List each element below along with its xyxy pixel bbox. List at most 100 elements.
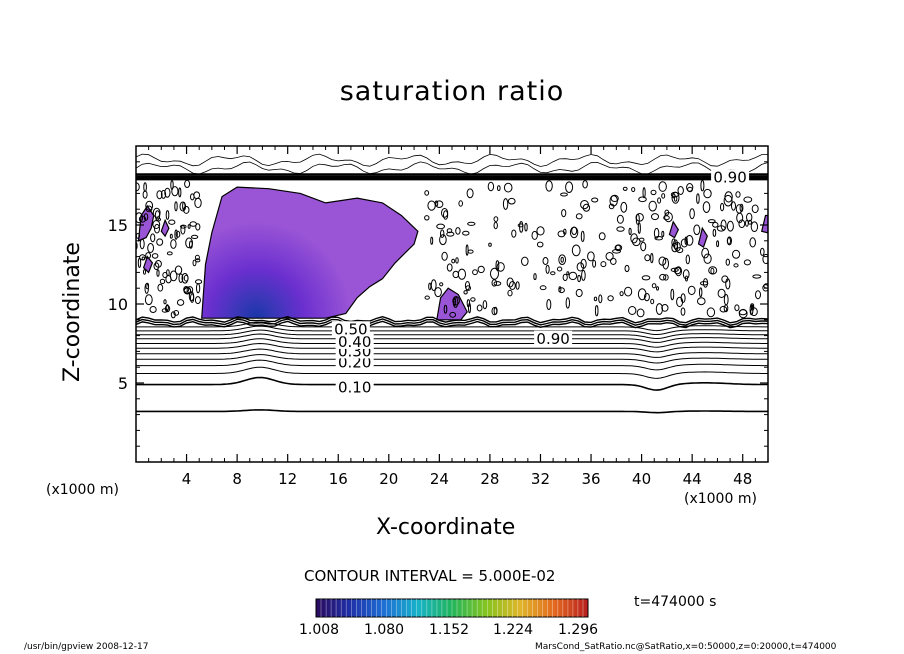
contour-line: [136, 338, 768, 348]
contour-blob: [662, 257, 670, 270]
contour-label: 0.50: [334, 320, 367, 338]
contour-blob: [446, 228, 453, 234]
contour-blob: [605, 251, 614, 261]
contour-line: [136, 161, 768, 175]
contour-blob: [762, 253, 768, 265]
colorbar-tick-label: 1.152: [429, 622, 470, 638]
contour-line: [136, 342, 768, 353]
contour-blob: [671, 242, 679, 253]
time-label: t=474000 s: [634, 594, 717, 610]
contour-blob: [136, 212, 143, 224]
contour-blob: [455, 257, 459, 264]
contour-blob: [160, 189, 167, 199]
contour-blob: [673, 239, 679, 250]
contour-blob: [561, 209, 567, 218]
contour-blob: [609, 195, 618, 207]
contour-blob: [143, 269, 146, 275]
contour-blob: [189, 221, 197, 227]
contour-blob: [497, 185, 501, 192]
contour-blob: [581, 269, 586, 281]
contour-blob: [580, 230, 585, 243]
contour-blob: [163, 299, 167, 305]
contour-blob: [184, 179, 191, 188]
contour-blob: [496, 262, 505, 272]
supersaturated-region: [697, 226, 708, 249]
contour-blob: [463, 290, 468, 295]
contour-blob: [673, 195, 678, 202]
contour-line: [136, 320, 768, 329]
contour-blob: [725, 258, 730, 266]
contour-blob: [682, 269, 690, 280]
contour-blob: [187, 224, 191, 229]
contour-blob: [464, 281, 471, 291]
contour-label-bg: [331, 321, 370, 337]
contour-blob: [712, 228, 717, 237]
contour-label: 0.40: [338, 333, 371, 351]
contour-blob: [616, 226, 625, 232]
contour-blob: [152, 220, 161, 229]
contour-blob: [560, 256, 564, 263]
contour-blob: [733, 263, 739, 268]
contour-blob: [600, 261, 607, 268]
contour-blob: [685, 254, 690, 265]
contour-blob: [145, 252, 152, 259]
contour-blob: [575, 213, 583, 220]
contour-lines: [136, 153, 768, 414]
contour-blob: [542, 257, 549, 265]
contour-blob: [190, 193, 195, 201]
contour-blob: [495, 260, 500, 271]
contour-blob: [427, 200, 436, 211]
contour-blob: [434, 287, 442, 298]
contour-blob: [467, 221, 476, 226]
contour-blob: [149, 306, 157, 313]
contour-blob: [443, 210, 449, 220]
contour-blob: [699, 281, 709, 286]
contour-blob: [566, 271, 570, 276]
x-tick-label: 8: [232, 470, 242, 488]
contour-blob: [424, 215, 430, 221]
plot-area: 0.100.200.300.400.500.900.90: [136, 153, 768, 414]
contour-blob: [712, 221, 719, 228]
contour-blob: [638, 196, 647, 203]
y-tick-label: 5: [118, 374, 128, 393]
contour-blob: [539, 285, 547, 291]
contour-line: [136, 315, 768, 324]
contour-blob: [703, 188, 712, 199]
contour-blob: [487, 181, 495, 192]
contour-blob: [598, 232, 606, 241]
contour-blob: [190, 234, 199, 239]
x-tick-label: 32: [531, 470, 550, 488]
contour-blob: [619, 291, 624, 297]
contour-blob: [174, 229, 178, 240]
contour-line: [136, 333, 768, 343]
contour-blob: [569, 226, 579, 239]
contour-blob: [455, 227, 461, 235]
contour-blob: [174, 201, 178, 212]
contour-blob: [439, 282, 444, 287]
x-tick-label: 44: [683, 470, 702, 488]
supersaturated-region: [160, 218, 170, 238]
chart-title: saturation ratio: [339, 76, 565, 107]
contour-label: 0.90: [536, 330, 569, 348]
contour-blob: [165, 304, 169, 312]
contour-blob: [153, 262, 160, 271]
contour-blob: [145, 205, 153, 213]
y-tick-label: 15: [108, 216, 128, 235]
contour-blob: [424, 295, 430, 300]
contour-blob: [702, 278, 709, 288]
contour-blob: [650, 189, 657, 196]
contour-blob: [151, 253, 159, 259]
contour-blob: [655, 303, 664, 315]
contour-blob: [156, 269, 160, 277]
contour-blob: [762, 284, 768, 292]
contour-line: [136, 325, 768, 335]
colorbar-tick-label: 1.080: [364, 622, 405, 638]
contour-line: [136, 321, 768, 332]
contour-blob: [743, 259, 752, 266]
contour-blob: [502, 198, 509, 210]
contour-blob: [169, 233, 173, 239]
contour-blob: [164, 305, 171, 313]
contour-blob: [723, 304, 729, 313]
contour-blob: [439, 234, 447, 246]
contour-blob: [727, 237, 731, 245]
